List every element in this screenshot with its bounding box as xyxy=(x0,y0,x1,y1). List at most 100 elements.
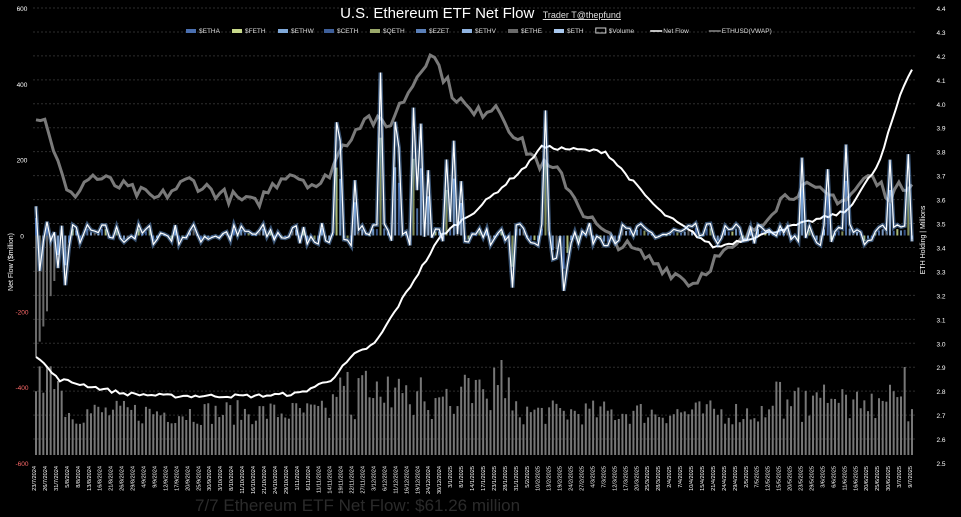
legend-swatch xyxy=(278,29,288,33)
volume-bar xyxy=(155,411,158,455)
volume-bar xyxy=(335,396,338,455)
volume-bar xyxy=(320,400,323,455)
legend-swatch xyxy=(416,29,426,33)
flow-bar xyxy=(650,233,653,236)
volume-bar xyxy=(137,420,140,455)
volume-bar xyxy=(309,404,312,455)
volume-bar xyxy=(823,384,826,455)
volume-bar xyxy=(786,399,789,455)
left-axis-label: Net Flow ($million) xyxy=(8,233,15,291)
flow-bar xyxy=(603,235,606,242)
flow-bar xyxy=(790,235,793,238)
volume-bar xyxy=(141,423,144,455)
flow-bar xyxy=(841,231,844,236)
left-tick-label: 600 xyxy=(17,6,28,13)
volume-bar xyxy=(210,423,213,455)
volume-bar xyxy=(67,412,70,455)
legend-item[interactable]: $QETH xyxy=(370,28,405,35)
x-tick-label: 6/11/2024 xyxy=(306,466,312,490)
legend-label: $QETH xyxy=(383,28,405,35)
legend-item[interactable]: Net Flow xyxy=(650,28,689,35)
volume-bar xyxy=(852,399,855,455)
volume-bar xyxy=(100,412,103,455)
volume-bar xyxy=(181,416,184,455)
flow-bar xyxy=(680,233,683,236)
flow-bar xyxy=(826,195,829,236)
flow-bar xyxy=(181,235,184,237)
volume-bar xyxy=(408,404,411,455)
volume-bar xyxy=(207,403,210,455)
volume-bar xyxy=(526,406,529,455)
right-tick-label: 2.6 xyxy=(936,437,945,444)
x-tick-label: 8/10/2024 xyxy=(229,466,235,491)
volume-bar xyxy=(779,381,782,455)
flow-bar xyxy=(93,232,96,236)
x-tick-label: 6/12/2024 xyxy=(382,466,388,491)
x-tick-label: 3/1/2025 xyxy=(448,466,454,488)
x-tick-label: 12/5/2025 xyxy=(766,466,772,491)
flow-bar xyxy=(702,234,705,236)
flow-bar xyxy=(225,233,228,236)
flow-bar xyxy=(320,228,323,236)
volume-bar xyxy=(867,411,870,455)
flow-bar xyxy=(35,235,37,357)
volume-bar xyxy=(702,413,705,455)
volume-bar xyxy=(654,414,657,455)
flow-bar xyxy=(738,230,741,236)
x-tick-label: 31/1/2025 xyxy=(514,466,520,491)
volume-bar xyxy=(617,418,620,455)
volume-bar xyxy=(760,405,763,455)
flow-bar xyxy=(617,235,620,239)
legend-item[interactable]: $Volume xyxy=(595,27,635,35)
x-tick-label: 29/4/2025 xyxy=(733,466,739,491)
flow-bar xyxy=(878,230,881,236)
legend-item[interactable]: $ETH xyxy=(554,28,584,35)
flow-bar xyxy=(540,228,543,236)
volume-bar xyxy=(885,401,888,455)
net-flow-line xyxy=(34,72,914,292)
left-tick-label: -200 xyxy=(15,309,28,316)
volume-bar xyxy=(474,379,477,455)
volume-bar xyxy=(727,417,730,455)
flow-bar xyxy=(863,235,866,242)
flow-bar xyxy=(148,229,151,236)
x-tick-label: 30/6/2025 xyxy=(886,466,892,491)
volume-bar xyxy=(566,419,569,455)
legend-item[interactable]: $ETHA xyxy=(186,28,221,35)
legend-item[interactable]: $CETH xyxy=(324,28,359,35)
legend-item[interactable]: $ETHE xyxy=(508,28,543,35)
flow-bar xyxy=(892,230,895,236)
flow-bar xyxy=(412,158,415,236)
volume-bar xyxy=(214,405,217,455)
volume-bar xyxy=(834,398,837,455)
volume-bar xyxy=(749,419,752,455)
volume-bar xyxy=(562,410,565,455)
legend-item[interactable]: $ETHW xyxy=(278,28,315,35)
flow-bar xyxy=(573,233,576,236)
volume-bar xyxy=(812,395,815,455)
flow-bar xyxy=(258,232,261,236)
volume-bar xyxy=(108,415,111,455)
flow-bar xyxy=(859,233,862,236)
legend-item[interactable]: $EZET xyxy=(416,28,449,35)
volume-bar xyxy=(511,410,514,455)
volume-bar xyxy=(720,409,723,455)
flow-bar xyxy=(724,229,727,236)
legend-item[interactable]: $FETH xyxy=(232,28,266,35)
volume-bar xyxy=(386,376,389,455)
flow-bar xyxy=(401,234,404,236)
legend-swatch xyxy=(508,29,518,33)
flow-bar xyxy=(544,160,547,236)
volume-bar xyxy=(581,424,584,455)
legend-label: $ETH xyxy=(567,28,584,35)
volume-bar xyxy=(907,421,910,455)
legend-item[interactable]: $ETHV xyxy=(462,28,497,35)
left-axis-ticks: 600 400 200 0 -200 -400 -600 xyxy=(15,6,28,468)
volume-bar xyxy=(375,381,378,455)
volume-bar xyxy=(529,412,532,455)
flow-bar xyxy=(170,235,173,240)
volume-bar xyxy=(86,409,89,455)
flow-bar xyxy=(760,230,763,236)
legend-swatch xyxy=(232,29,242,33)
legend-item[interactable]: ETHUSD(VWAP) xyxy=(708,28,772,35)
